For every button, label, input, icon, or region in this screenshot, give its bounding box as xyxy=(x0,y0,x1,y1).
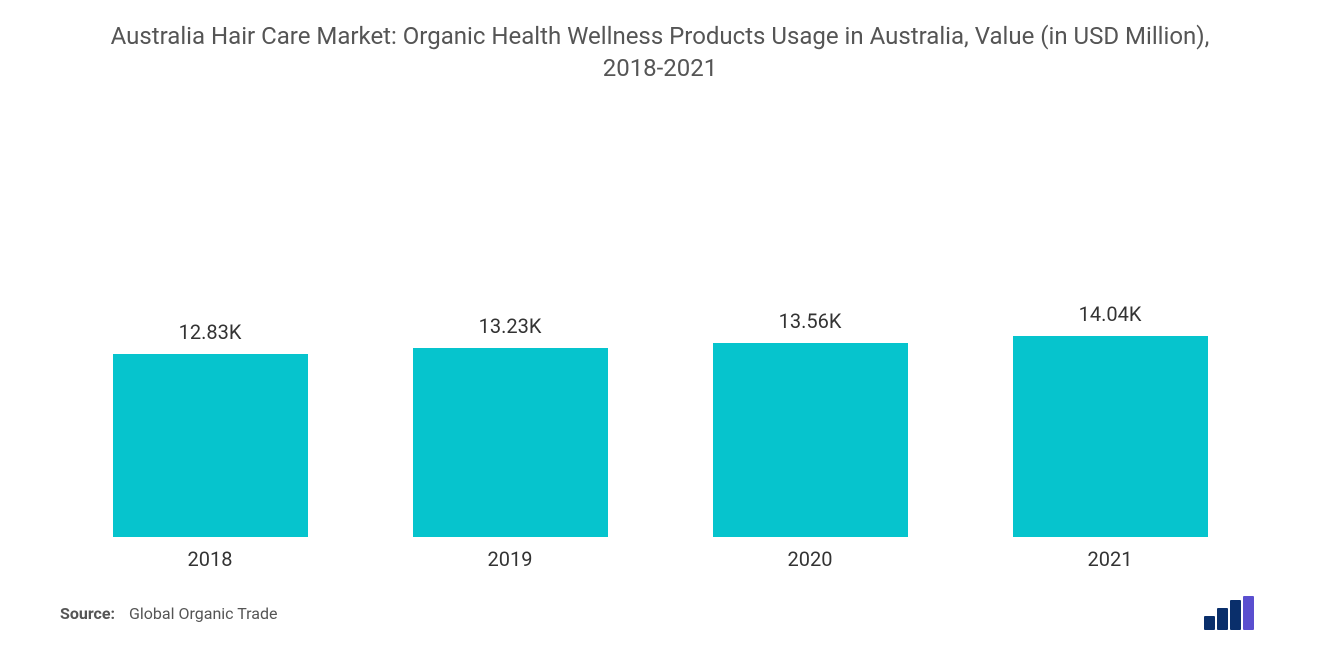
chart-container: Australia Hair Care Market: Organic Heal… xyxy=(0,0,1320,665)
bar xyxy=(413,348,608,537)
bar-group: 12.83K 2018 xyxy=(66,320,354,571)
source-line: Source: Global Organic Trade xyxy=(60,604,277,623)
chart-plot-area: 12.83K 2018 13.23K 2019 13.56K 2020 14.0… xyxy=(50,95,1270,581)
bar-group: 13.23K 2019 xyxy=(366,314,654,571)
bar xyxy=(713,343,908,537)
bar xyxy=(1013,336,1208,537)
brand-logo-icon xyxy=(1204,596,1260,630)
chart-footer: Source: Global Organic Trade xyxy=(50,581,1270,635)
logo-bar xyxy=(1230,600,1241,630)
bar-value-label: 14.04K xyxy=(1079,302,1142,326)
logo-bar xyxy=(1217,608,1228,630)
bar xyxy=(113,354,308,537)
bar-x-label: 2021 xyxy=(1088,547,1133,571)
logo-bar xyxy=(1243,596,1254,630)
bar-group: 13.56K 2020 xyxy=(666,309,954,571)
bar-x-label: 2019 xyxy=(488,547,533,571)
chart-title: Australia Hair Care Market: Organic Heal… xyxy=(50,20,1270,95)
bar-x-label: 2018 xyxy=(188,547,233,571)
logo-bar xyxy=(1204,616,1215,630)
source-label: Source: xyxy=(60,604,115,623)
bar-x-label: 2020 xyxy=(788,547,833,571)
bar-value-label: 13.23K xyxy=(479,314,542,338)
bar-value-label: 13.56K xyxy=(779,309,842,333)
source-value: Global Organic Trade xyxy=(129,604,277,623)
bar-group: 14.04K 2021 xyxy=(966,302,1254,571)
bar-value-label: 12.83K xyxy=(179,320,242,344)
